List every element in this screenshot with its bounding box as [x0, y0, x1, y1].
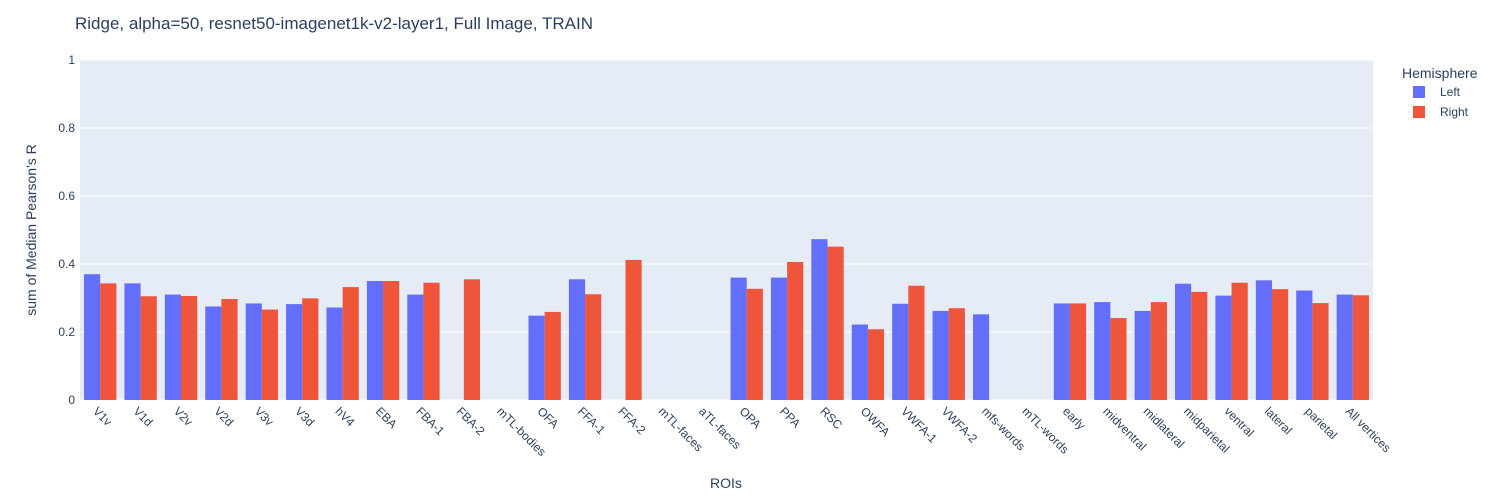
x-tick-label: OWFA: [858, 404, 893, 439]
bar-right-v1d[interactable]: [140, 296, 157, 400]
x-tick-label: V3d: [292, 404, 317, 429]
bar-left-vwfa-1[interactable]: [892, 303, 909, 400]
bar-left-mfs-words[interactable]: [972, 314, 990, 400]
bar-right-lateral[interactable]: [1271, 289, 1289, 400]
x-tick-label: early: [1060, 404, 1088, 432]
bar-right-v3v[interactable]: [261, 309, 278, 400]
x-tick-label: V2d: [211, 404, 236, 429]
x-tick-label: OFA: [535, 404, 562, 431]
bar-right-ventral[interactable]: [1231, 282, 1248, 400]
bar-left-v1d[interactable]: [124, 283, 141, 400]
bar-left-v3v[interactable]: [245, 303, 262, 400]
x-tick-label: FBA-2: [454, 404, 488, 438]
x-tick-label: FBA-1: [413, 404, 447, 438]
bar-right-hv4[interactable]: [342, 287, 359, 400]
y-tick-label: 0.8: [58, 121, 75, 135]
y-tick-label: 0.4: [58, 257, 75, 271]
x-tick-label: RSC: [817, 404, 845, 432]
bar-right-v3d[interactable]: [302, 298, 319, 400]
bar-left-v2d[interactable]: [205, 306, 222, 401]
bar-right-fba-1[interactable]: [423, 282, 440, 400]
x-tick-label: VWFA-1: [898, 404, 940, 446]
x-tick-label: EBA: [373, 404, 400, 431]
x-tick-label: lateral: [1262, 404, 1295, 437]
legend-swatch-left[interactable]: [1413, 86, 1425, 98]
bar-left-opa[interactable]: [730, 277, 747, 400]
bar-left-v1v[interactable]: [84, 274, 101, 400]
x-tick-label: All vertices: [1343, 404, 1394, 455]
bar-right-ofa[interactable]: [544, 311, 561, 400]
legend-label-left[interactable]: Left: [1440, 85, 1461, 99]
bar-right-opa[interactable]: [746, 288, 763, 400]
y-tick-label: 0.2: [58, 325, 75, 339]
y-axis-ticks: 0 0.2 0.4 0.6 0.8 1: [58, 53, 75, 407]
x-tick-label: V3v: [252, 404, 277, 429]
bar-right-midparietal[interactable]: [1191, 291, 1208, 400]
bar-right-rsc[interactable]: [827, 246, 844, 400]
x-tick-label: VWFA-2: [939, 404, 981, 446]
bar-left-ofa[interactable]: [528, 315, 545, 400]
bars: [84, 239, 1369, 400]
bar-right-early[interactable]: [1069, 303, 1087, 400]
legend[interactable]: Hemisphere Left Right: [1402, 65, 1478, 119]
bar-left-eba[interactable]: [366, 281, 384, 400]
bar-right-v1v[interactable]: [100, 283, 117, 400]
bar-right-ffa-2[interactable]: [625, 259, 642, 400]
x-tick-label: FFA-1: [575, 404, 608, 437]
bar-left-rsc[interactable]: [811, 239, 828, 400]
bar-right-vwfa-1[interactable]: [908, 285, 925, 400]
x-tick-label: hV4: [333, 404, 358, 429]
bar-left-v2v[interactable]: [164, 294, 182, 400]
y-axis-title: sum of Median Pearson's R: [23, 144, 39, 316]
bar-left-midparietal[interactable]: [1175, 283, 1192, 400]
chart-title: Ridge, alpha=50, resnet50-imagenet1k-v2-…: [75, 14, 593, 33]
bar-left-lateral[interactable]: [1255, 280, 1272, 400]
x-tick-label: V1d: [130, 404, 155, 429]
y-tick-label: 0.6: [58, 189, 75, 203]
bar-right-fba-2[interactable]: [463, 279, 481, 400]
x-tick-label: OPA: [737, 404, 764, 431]
bar-left-v3d[interactable]: [286, 304, 303, 400]
bar-right-midventral[interactable]: [1110, 318, 1127, 400]
bar-left-ppa[interactable]: [770, 277, 788, 400]
bar-right-eba[interactable]: [383, 281, 400, 400]
bar-right-owfa[interactable]: [867, 329, 885, 400]
legend-title: Hemisphere: [1402, 65, 1478, 81]
legend-swatch-right[interactable]: [1413, 106, 1425, 118]
bar-left-ventral[interactable]: [1215, 295, 1232, 400]
bar-right-v2d[interactable]: [221, 299, 238, 400]
bar-left-early[interactable]: [1053, 303, 1070, 400]
bar-right-ffa-1[interactable]: [585, 294, 602, 400]
bar-left-owfa[interactable]: [851, 324, 868, 400]
x-tick-label: V1v: [90, 404, 115, 429]
y-tick-label: 1: [68, 53, 75, 67]
x-tick-label: V2v: [171, 404, 196, 429]
x-tick-label: FFA-2: [615, 404, 648, 437]
bar-right-v2v[interactable]: [181, 295, 198, 400]
x-tick-label: parietal: [1302, 404, 1340, 442]
bar-right-ppa[interactable]: [787, 261, 804, 400]
bar-left-midlateral[interactable]: [1134, 310, 1151, 400]
bar-left-all-vertices[interactable]: [1336, 294, 1353, 400]
x-axis-ticks: V1v V1d V2v V2d V3v V3d hV4 EBA FBA-1 FBA-2 mTL-bo…: [90, 404, 1394, 459]
bar-left-hv4[interactable]: [326, 307, 343, 400]
x-tick-label: PPA: [777, 404, 803, 430]
bar-left-fba-1[interactable]: [407, 294, 424, 400]
bar-left-ffa-1[interactable]: [568, 279, 586, 400]
bar-left-parietal[interactable]: [1296, 290, 1313, 400]
bar-right-all-vertices[interactable]: [1352, 295, 1369, 400]
bar-right-vwfa-2[interactable]: [948, 308, 965, 400]
x-tick-label: ventral: [1221, 404, 1256, 439]
bar-left-vwfa-2[interactable]: [932, 310, 949, 400]
y-tick-label: 0: [68, 393, 75, 407]
bar-left-midventral[interactable]: [1094, 302, 1111, 400]
bar-right-midlateral[interactable]: [1150, 302, 1167, 400]
legend-label-right[interactable]: Right: [1440, 105, 1469, 119]
bar-right-parietal[interactable]: [1312, 303, 1329, 400]
x-axis-title: ROIs: [710, 475, 742, 491]
